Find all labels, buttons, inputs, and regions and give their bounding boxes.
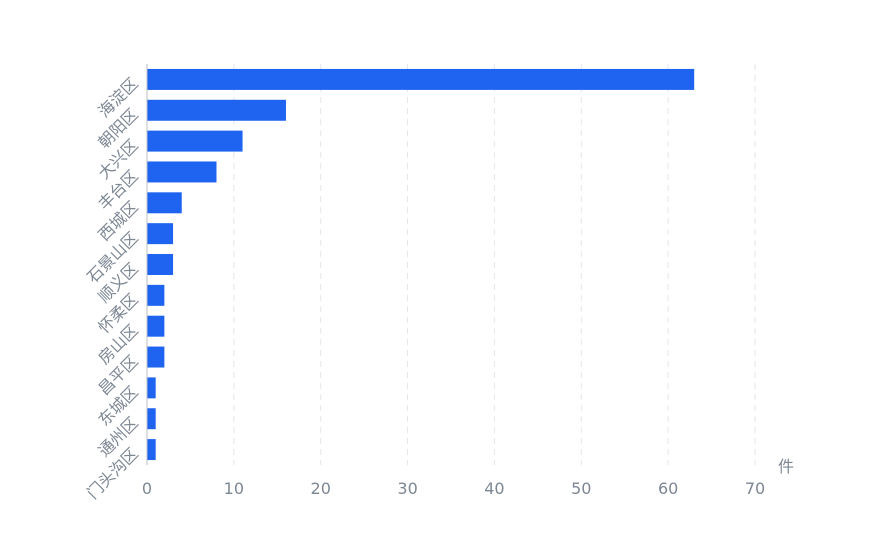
bar <box>147 99 286 121</box>
x-tick-label: 10 <box>224 479 244 498</box>
bar <box>147 68 695 90</box>
bar <box>147 315 165 337</box>
bar <box>147 408 156 430</box>
bar <box>147 377 156 399</box>
bar <box>147 346 165 368</box>
bar <box>147 284 165 306</box>
x-tick-label: 70 <box>745 479 765 498</box>
x-tick-label: 60 <box>658 479 678 498</box>
x-tick-label: 30 <box>397 479 417 498</box>
bar <box>147 161 217 183</box>
bar <box>147 130 243 152</box>
x-tick-label: 0 <box>142 479 152 498</box>
bar <box>147 223 174 245</box>
x-tick-label: 20 <box>311 479 331 498</box>
bar <box>147 439 156 461</box>
x-tick-label: 50 <box>571 479 591 498</box>
bar <box>147 192 182 214</box>
x-tick-label: 40 <box>484 479 504 498</box>
bar <box>147 254 174 275</box>
grid-layer <box>233 64 756 465</box>
bar-layer <box>147 68 695 461</box>
x-unit-label: 件 <box>778 457 794 476</box>
